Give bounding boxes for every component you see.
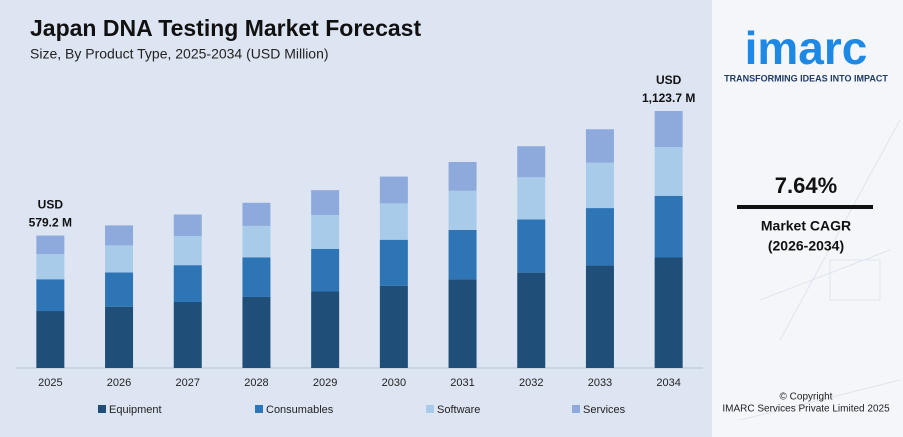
- bar-segment: [173, 265, 202, 302]
- chart-title: Japan DNA Testing Market Forecast: [30, 15, 421, 41]
- x-tick-label: 2030: [382, 377, 406, 389]
- tagline: TRANSFORMING IDEAS INTO IMPACT: [724, 73, 888, 83]
- x-tick-label: 2025: [38, 377, 62, 389]
- bar-segment: [654, 146, 683, 196]
- bar-segment: [448, 279, 477, 368]
- bar-segment: [448, 161, 477, 191]
- bar-segment: [585, 129, 614, 163]
- x-tick-label: 2033: [588, 377, 612, 389]
- x-tick-label: 2028: [244, 377, 268, 389]
- bar-segment: [36, 235, 65, 255]
- bar-segment: [448, 190, 477, 230]
- decoration: [739, 119, 901, 421]
- legend-swatch: [98, 405, 106, 413]
- bar-segment: [105, 272, 134, 307]
- bar-segment: [173, 214, 202, 236]
- copyright: © Copyright: [780, 392, 833, 403]
- bar-segment: [585, 162, 614, 209]
- bar-segment: [242, 202, 271, 226]
- cagr-period: (2026-2034): [768, 238, 844, 254]
- x-tick-label: 2026: [107, 377, 131, 389]
- bar-segment: [654, 111, 683, 147]
- bar-segment: [105, 306, 134, 368]
- cagr-value: 7.64%: [775, 173, 837, 198]
- legend-swatch: [255, 405, 263, 413]
- bar-segment: [242, 296, 271, 368]
- bar-segment: [105, 245, 134, 273]
- x-tick-label: 2029: [313, 377, 337, 389]
- bar-segment: [379, 203, 408, 240]
- bar-segment: [311, 291, 340, 368]
- legend-label: Services: [583, 404, 626, 416]
- company: IMARC Services Private Limited 2025: [722, 404, 890, 415]
- bar-segment: [242, 257, 271, 297]
- bar-segment: [517, 177, 546, 220]
- legend-label: Consumables: [266, 404, 334, 416]
- bar-segment: [36, 254, 65, 280]
- total-label: USD: [656, 73, 682, 87]
- bar-segment: [311, 248, 340, 292]
- bar-segment: [517, 272, 546, 368]
- bar-segment: [654, 195, 683, 258]
- bar-segment: [242, 225, 271, 258]
- bar-segment: [311, 190, 340, 216]
- bar-segment: [36, 311, 65, 368]
- x-tick-label: 2034: [656, 377, 680, 389]
- bar-segment: [173, 301, 202, 368]
- bar-segment: [311, 215, 340, 249]
- chart-subtitle: Size, By Product Type, 2025-2034 (USD Mi…: [30, 46, 329, 62]
- bar-segment: [173, 235, 202, 266]
- divider: [737, 205, 873, 209]
- x-tick-label: 2032: [519, 377, 543, 389]
- bar-segment: [105, 225, 134, 246]
- bar-segment: [448, 229, 477, 280]
- cagr-label: Market CAGR: [761, 218, 851, 234]
- bar-segment: [379, 239, 408, 286]
- legend-label: Software: [437, 404, 480, 416]
- total-label: USD: [38, 198, 64, 212]
- bar-segment: [654, 257, 683, 368]
- x-tick-label: 2027: [176, 377, 200, 389]
- bar-segment: [585, 265, 614, 368]
- legend-label: Equipment: [109, 404, 162, 416]
- legend-swatch: [426, 405, 434, 413]
- logo: imarc: [745, 22, 868, 74]
- x-tick-label: 2031: [450, 377, 474, 389]
- total-label: 1,123.7 M: [642, 91, 695, 105]
- bar-segment: [379, 176, 408, 204]
- bar-segment: [517, 219, 546, 273]
- total-label: 579.2 M: [29, 216, 72, 230]
- bar-segment: [517, 146, 546, 178]
- bar-segment: [585, 208, 614, 266]
- legend-swatch: [572, 405, 580, 413]
- bar-segment: [379, 285, 408, 368]
- bar-segment: [36, 279, 65, 312]
- sidebar-background: [712, 0, 903, 437]
